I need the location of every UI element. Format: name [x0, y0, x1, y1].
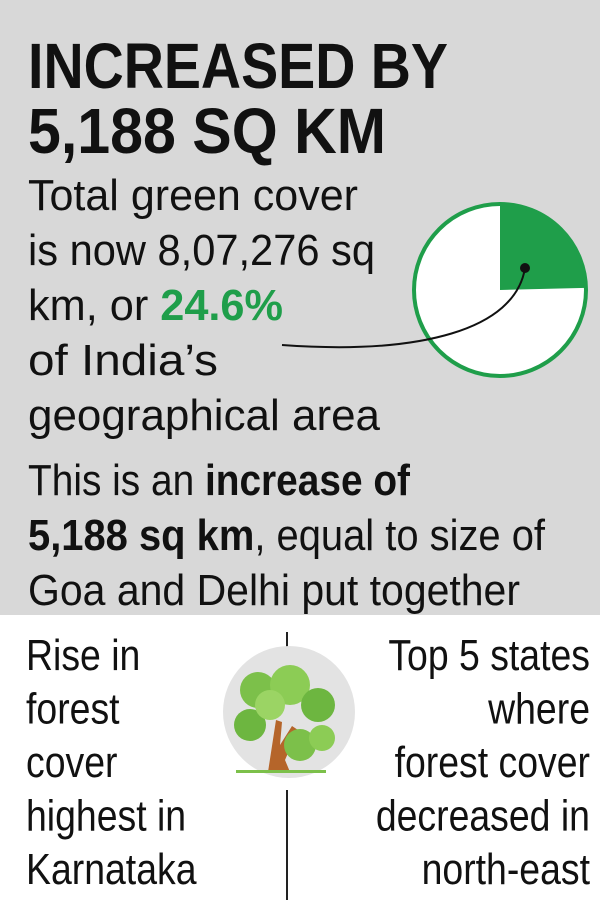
summary-text: km, or	[28, 281, 160, 330]
left-line: cover	[26, 738, 117, 787]
summary-line: geographical area	[28, 391, 381, 440]
summary-line: of India’s	[28, 336, 218, 385]
right-line: Top 5 states	[388, 631, 590, 680]
increase-bold: increase of	[205, 456, 410, 505]
right-line: where	[487, 685, 590, 734]
right-line: decreased in	[376, 792, 590, 841]
summary-line: is now 8,07,276 sq	[28, 226, 375, 275]
tree-icon	[223, 646, 355, 778]
increase-line: 5,188 sq km, equal to size of	[28, 511, 546, 560]
pie-outline	[412, 202, 588, 378]
pointer	[281, 267, 526, 349]
percent-label: 24.6%	[160, 281, 283, 330]
left-line: Karnataka	[26, 845, 197, 894]
left-line: forest	[26, 685, 120, 734]
pointer-dot	[520, 263, 530, 273]
increase-line: Goa and Delhi put together	[28, 566, 520, 615]
pie	[412, 202, 588, 378]
increase-line: This is an increase of	[28, 456, 410, 505]
increase-bold: 5,188 sq km	[28, 511, 254, 560]
increase-text: This is an	[28, 456, 205, 505]
headline: 5,188 SQ KM	[28, 95, 386, 167]
headline: INCREASED BY	[28, 30, 448, 102]
summary-line: km, or 24.6%	[28, 281, 283, 330]
summary-line: Total green cover	[28, 171, 358, 220]
increase-text: , equal to size of	[254, 511, 545, 560]
left-line: Rise in	[26, 631, 140, 680]
right-line: forest cover	[395, 738, 590, 787]
right-line: north-east	[422, 845, 590, 894]
left-line: highest in	[26, 792, 186, 841]
